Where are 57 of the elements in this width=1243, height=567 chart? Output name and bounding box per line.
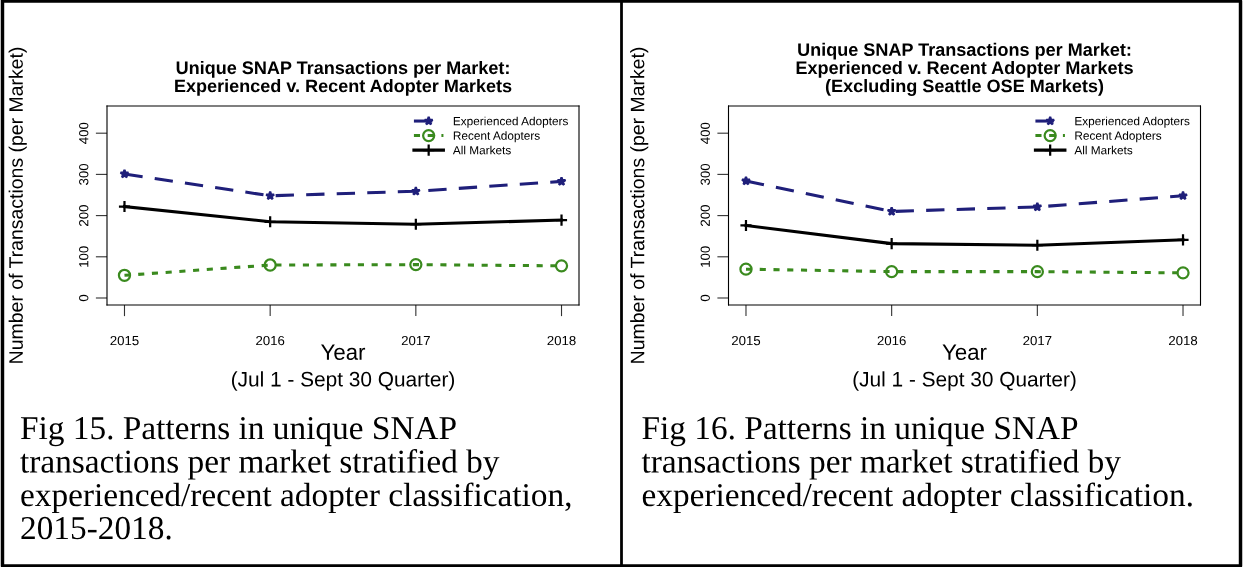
x-tick-label: 2016 xyxy=(877,335,906,346)
y-tick-label: 0 xyxy=(79,294,89,302)
point xyxy=(1176,266,1190,280)
y-tick-label: 200 xyxy=(79,205,89,226)
point xyxy=(739,262,753,276)
x-tick-label: 2018 xyxy=(1169,335,1198,346)
point xyxy=(263,215,277,229)
point xyxy=(554,259,569,273)
x-axis-title: Year xyxy=(942,344,987,360)
legend-label: Recent Adopters xyxy=(1075,131,1162,143)
point xyxy=(885,264,899,279)
point xyxy=(1032,201,1043,212)
x-axis-title: Year xyxy=(321,344,366,360)
caption: Fig 15. Patterns in unique SNAP transactions per market stratified by experienced/recent adopter classification, 2015-2018. xyxy=(20,416,571,540)
point xyxy=(554,213,569,227)
y-axis-title: Number of Transactions (per Market) xyxy=(8,47,27,363)
point xyxy=(556,176,567,186)
legend-label: Experienced Adopters xyxy=(1075,116,1190,128)
point xyxy=(1177,190,1189,201)
y-tick-label: 400 xyxy=(700,122,710,144)
y-tick-label: 0 xyxy=(700,294,710,302)
point xyxy=(409,217,423,231)
chart-title: Unique SNAP Transactions per Market: Experienced v. Recent Adopter Markets xyxy=(175,60,512,96)
point xyxy=(1030,264,1044,279)
point xyxy=(886,206,897,216)
y-axis-title: Number of Transactions (per Market) xyxy=(630,47,649,363)
y-tick-label: 100 xyxy=(79,246,89,267)
text: (Jul 1 - Sept 30 Quarter) xyxy=(853,371,1076,391)
legend-label: All Markets xyxy=(452,145,511,155)
point xyxy=(740,175,752,186)
x-tick-label: 2017 xyxy=(1023,335,1052,346)
text: (Jul 1 - Sept 30 Quarter) xyxy=(231,371,455,391)
point xyxy=(1030,238,1044,252)
point xyxy=(409,257,423,272)
point xyxy=(885,236,899,251)
y-tick-label: 300 xyxy=(700,163,710,185)
x-tick-label: 2015 xyxy=(110,335,139,346)
x-tick-label: 2016 xyxy=(256,335,285,346)
chart-title: Unique SNAP Transactions per Market: Experienced v. Recent Adopter Markets (Excluding Seattle OSE Markets) xyxy=(796,42,1133,96)
point xyxy=(739,218,753,233)
y-tick-label: 400 xyxy=(79,122,89,144)
x-tick-label: 2018 xyxy=(547,335,576,346)
y-tick-label: 200 xyxy=(700,205,710,226)
legend-label: Recent Adopters xyxy=(453,131,540,143)
point xyxy=(119,168,130,179)
y-tick-label: 300 xyxy=(79,163,89,185)
x-tick-label: 2017 xyxy=(401,335,430,346)
point xyxy=(117,268,132,282)
legend-label: All Markets xyxy=(1074,145,1133,155)
caption: Fig 16. Patterns in unique SNAP transactions per market stratified by experienced/recent adopter classification. xyxy=(641,416,1192,514)
point xyxy=(117,199,132,214)
point xyxy=(263,258,277,272)
legend-label: Experienced Adopters xyxy=(453,116,568,128)
y-tick-label: 100 xyxy=(700,246,710,267)
x-tick-label: 2015 xyxy=(731,335,761,346)
point xyxy=(265,190,276,201)
point xyxy=(1176,233,1190,247)
